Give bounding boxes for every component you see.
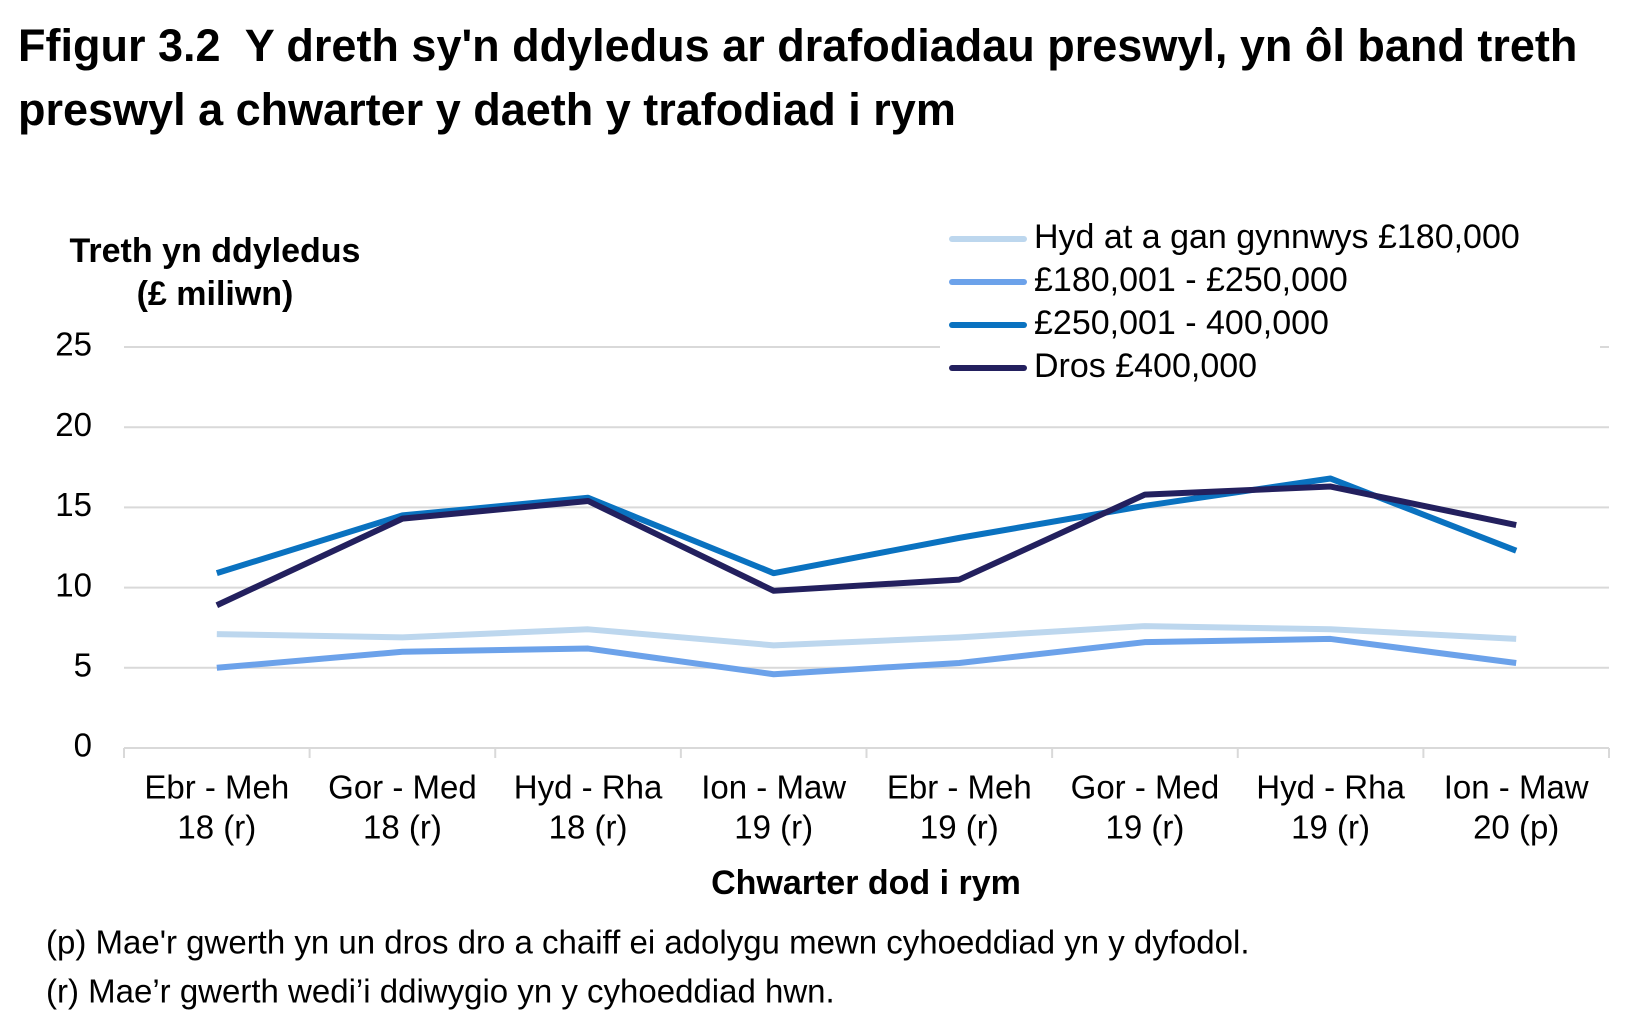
- series-line: [216, 635, 1517, 678]
- y-axis-label: (£ miliwn): [137, 275, 294, 313]
- footnote: (r) Mae’r gwerth wedi’i ddiwygio yn y cy…: [46, 973, 835, 1010]
- legend-label: £250,001 - 400,000: [1034, 304, 1329, 342]
- x-tick-label: Hyd - Rha: [1256, 769, 1405, 806]
- footnote: (p) Mae'r gwerth yn un dros dro a chaiff…: [46, 924, 1250, 961]
- x-tick-label: Ion - Maw: [1444, 769, 1589, 806]
- x-tick-label: 18 (r): [363, 809, 442, 846]
- x-axis-label: Chwarter dod i rym: [711, 864, 1021, 902]
- chart-title: Ffigur 3.2 Y dreth sy'n ddyledus ar draf…: [18, 20, 1590, 135]
- legend-label: Dros £400,000: [1034, 347, 1257, 385]
- x-tick-label: 20 (p): [1473, 809, 1559, 846]
- x-tick-label: Hyd - Rha: [514, 769, 663, 806]
- x-tick-label: Ion - Maw: [701, 769, 846, 806]
- x-tick-label: 18 (r): [549, 809, 628, 846]
- x-tick-label: 19 (r): [1291, 809, 1370, 846]
- x-tick-label: 19 (r): [734, 809, 813, 846]
- series-line: [216, 623, 1517, 649]
- legend-label: Hyd at a gan gynnwys £180,000: [1034, 218, 1520, 256]
- x-tick-label: 19 (r): [1106, 809, 1185, 846]
- x-tick-label: 18 (r): [177, 809, 256, 846]
- x-tick-label: Gor - Med: [1071, 769, 1220, 806]
- x-tick-label: Ebr - Meh: [144, 769, 289, 806]
- y-tick-label: 15: [55, 486, 92, 523]
- y-tick-label: 10: [55, 566, 92, 603]
- y-tick-label: 20: [55, 406, 92, 443]
- y-tick-label: 25: [55, 326, 92, 363]
- y-tick-label: 0: [74, 727, 92, 764]
- legend-label: £180,001 - £250,000: [1034, 261, 1348, 299]
- y-tick-label: 5: [74, 647, 92, 684]
- series-line: [215, 483, 1517, 608]
- x-tick-label: Gor - Med: [328, 769, 477, 806]
- legend-background: [940, 215, 1600, 390]
- y-axis-label: Treth yn ddyledus: [70, 232, 361, 270]
- x-tick-label: 19 (r): [920, 809, 999, 846]
- series-line: [215, 475, 1518, 577]
- x-tick-label: Ebr - Meh: [887, 769, 1032, 806]
